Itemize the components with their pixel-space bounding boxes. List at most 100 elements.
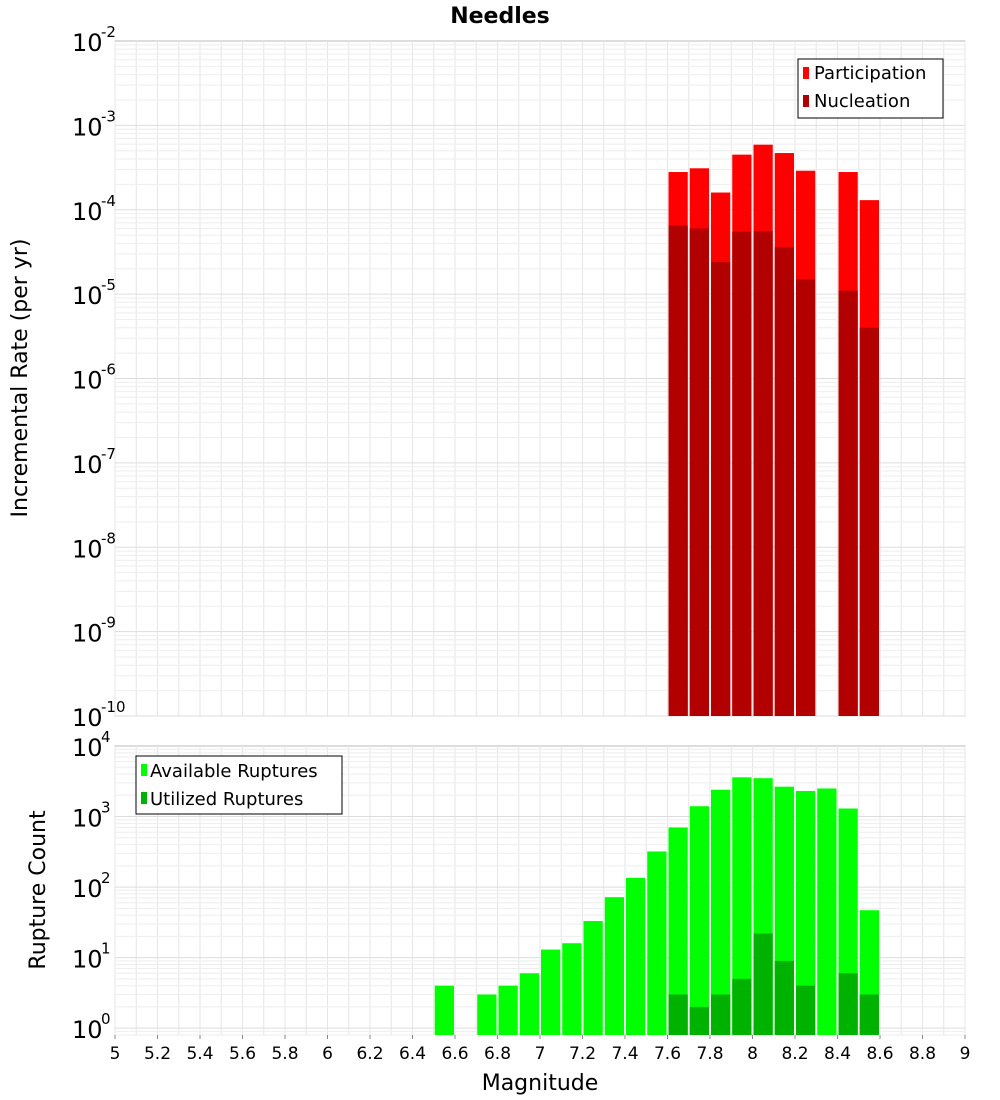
available-bar <box>562 943 582 1035</box>
nucleation-legend-swatch <box>803 95 809 107</box>
y-tick-exponent: 1 <box>101 940 111 958</box>
x-tick-label: 8.6 <box>866 1044 893 1064</box>
y-tick-label: 10 <box>72 198 103 226</box>
available-bar <box>732 777 752 1035</box>
y-tick-exponent: -10 <box>101 698 126 716</box>
utilized-bar <box>796 985 816 1035</box>
x-tick-label: 8.8 <box>909 1044 936 1064</box>
nucleation-bar <box>732 231 752 716</box>
x-axis-label: Magnitude <box>482 1071 599 1096</box>
nucleation-bar <box>711 262 731 716</box>
y-tick-exponent: 0 <box>101 1010 111 1028</box>
top-legend: Participation Nucleation <box>797 58 944 119</box>
nucleation-bar <box>668 225 688 716</box>
y-tick-exponent: 4 <box>101 728 111 746</box>
nucleation-bar <box>859 327 879 716</box>
y-tick-label: 10 <box>72 282 103 310</box>
x-tick-label: 6.8 <box>484 1044 511 1064</box>
y-tick-label: 10 <box>72 734 103 762</box>
x-tick-label: 9 <box>960 1044 971 1064</box>
top-y-axis-label: Incremental Rate (per yr) <box>8 239 33 518</box>
utilized-bar <box>668 994 688 1035</box>
available-bar <box>647 851 667 1035</box>
x-tick-label: 5.2 <box>144 1044 171 1064</box>
x-tick-label: 6.4 <box>399 1044 426 1064</box>
utilized-bar <box>753 933 773 1035</box>
utilized-legend-swatch <box>141 792 147 804</box>
available-bar <box>711 789 731 1035</box>
bottom-bars <box>434 777 879 1035</box>
x-tick-label: 7.6 <box>654 1044 681 1064</box>
x-tick-label: 8.2 <box>781 1044 808 1064</box>
x-tick-label: 6.6 <box>441 1044 468 1064</box>
participation-legend-swatch <box>803 67 809 79</box>
utilized-bar <box>838 973 858 1035</box>
x-tick-label: 7.2 <box>569 1044 596 1064</box>
utilized-bar <box>711 994 731 1035</box>
nucleation-bar <box>796 279 816 716</box>
y-tick-exponent: -4 <box>101 192 116 210</box>
y-tick-exponent: -2 <box>101 23 116 41</box>
x-tick-label: 8.4 <box>824 1044 851 1064</box>
nucleation-bar <box>753 230 773 716</box>
available-bar <box>477 994 497 1035</box>
x-tick-label: 8 <box>747 1044 758 1064</box>
nucleation-legend-label: Nucleation <box>814 91 910 112</box>
x-tick-label: 5.6 <box>229 1044 256 1064</box>
available-bar <box>796 791 816 1035</box>
y-tick-exponent: -6 <box>101 361 116 379</box>
y-tick-label: 10 <box>72 805 103 833</box>
x-ticks: 5 5.2 5.4 5.6 5.8 6 6.2 6.4 6.6 6.8 7 7.2 7.4 7.6 7.8 8… <box>110 1035 971 1064</box>
nucleation-bar <box>689 228 709 716</box>
y-tick-label: 10 <box>72 535 103 563</box>
chart-title: Needles <box>450 4 550 29</box>
y-tick-label: 10 <box>72 29 103 57</box>
utilized-bar <box>774 960 794 1035</box>
available-bar <box>626 877 646 1035</box>
y-tick-exponent: 3 <box>101 799 111 817</box>
bottom-y-axis-label: Rupture Count <box>26 810 51 970</box>
x-tick-label: 7 <box>535 1044 546 1064</box>
bottom-legend: Available Ruptures Utilized Ruptures <box>135 755 343 815</box>
top-grid <box>114 41 966 717</box>
available-bar <box>434 985 454 1035</box>
y-tick-label: 10 <box>72 875 103 903</box>
available-bar <box>668 827 688 1035</box>
y-tick-exponent: -8 <box>101 529 116 547</box>
x-tick-label: 6.2 <box>356 1044 383 1064</box>
bottom-legend-box <box>135 755 343 815</box>
utilized-bar <box>732 978 752 1035</box>
utilized-legend-label: Utilized Ruptures <box>150 789 303 810</box>
available-legend-label: Available Ruptures <box>150 761 318 782</box>
y-tick-exponent: 2 <box>101 869 111 887</box>
participation-legend-label: Participation <box>814 63 926 84</box>
utilized-bar <box>689 1006 709 1035</box>
available-legend-swatch <box>141 764 147 776</box>
y-tick-exponent: -9 <box>101 614 116 632</box>
y-tick-label: 10 <box>72 367 103 395</box>
y-tick-label: 10 <box>72 620 103 648</box>
x-tick-label: 5.4 <box>186 1044 213 1064</box>
x-tick-label: 7.8 <box>696 1044 723 1064</box>
available-bar <box>604 897 624 1035</box>
y-tick-label: 10 <box>72 704 103 732</box>
available-bar <box>519 973 539 1035</box>
y-tick-exponent: -3 <box>101 107 116 125</box>
nucleation-bar <box>838 290 858 716</box>
x-tick-label: 5.8 <box>271 1044 298 1064</box>
x-tick-label: 6 <box>322 1044 333 1064</box>
available-bar <box>541 949 561 1035</box>
y-tick-label: 10 <box>72 113 103 141</box>
utilized-bar <box>859 994 879 1035</box>
top-legend-box <box>797 58 944 119</box>
x-tick-label: 7.4 <box>611 1044 638 1064</box>
nucleation-bar <box>774 247 794 716</box>
top-bars <box>668 144 879 717</box>
x-tick-label: 5 <box>110 1044 121 1064</box>
y-tick-exponent: -5 <box>101 276 116 294</box>
available-bar <box>689 806 709 1035</box>
y-tick-label: 10 <box>72 946 103 974</box>
y-tick-label: 10 <box>72 1016 103 1044</box>
